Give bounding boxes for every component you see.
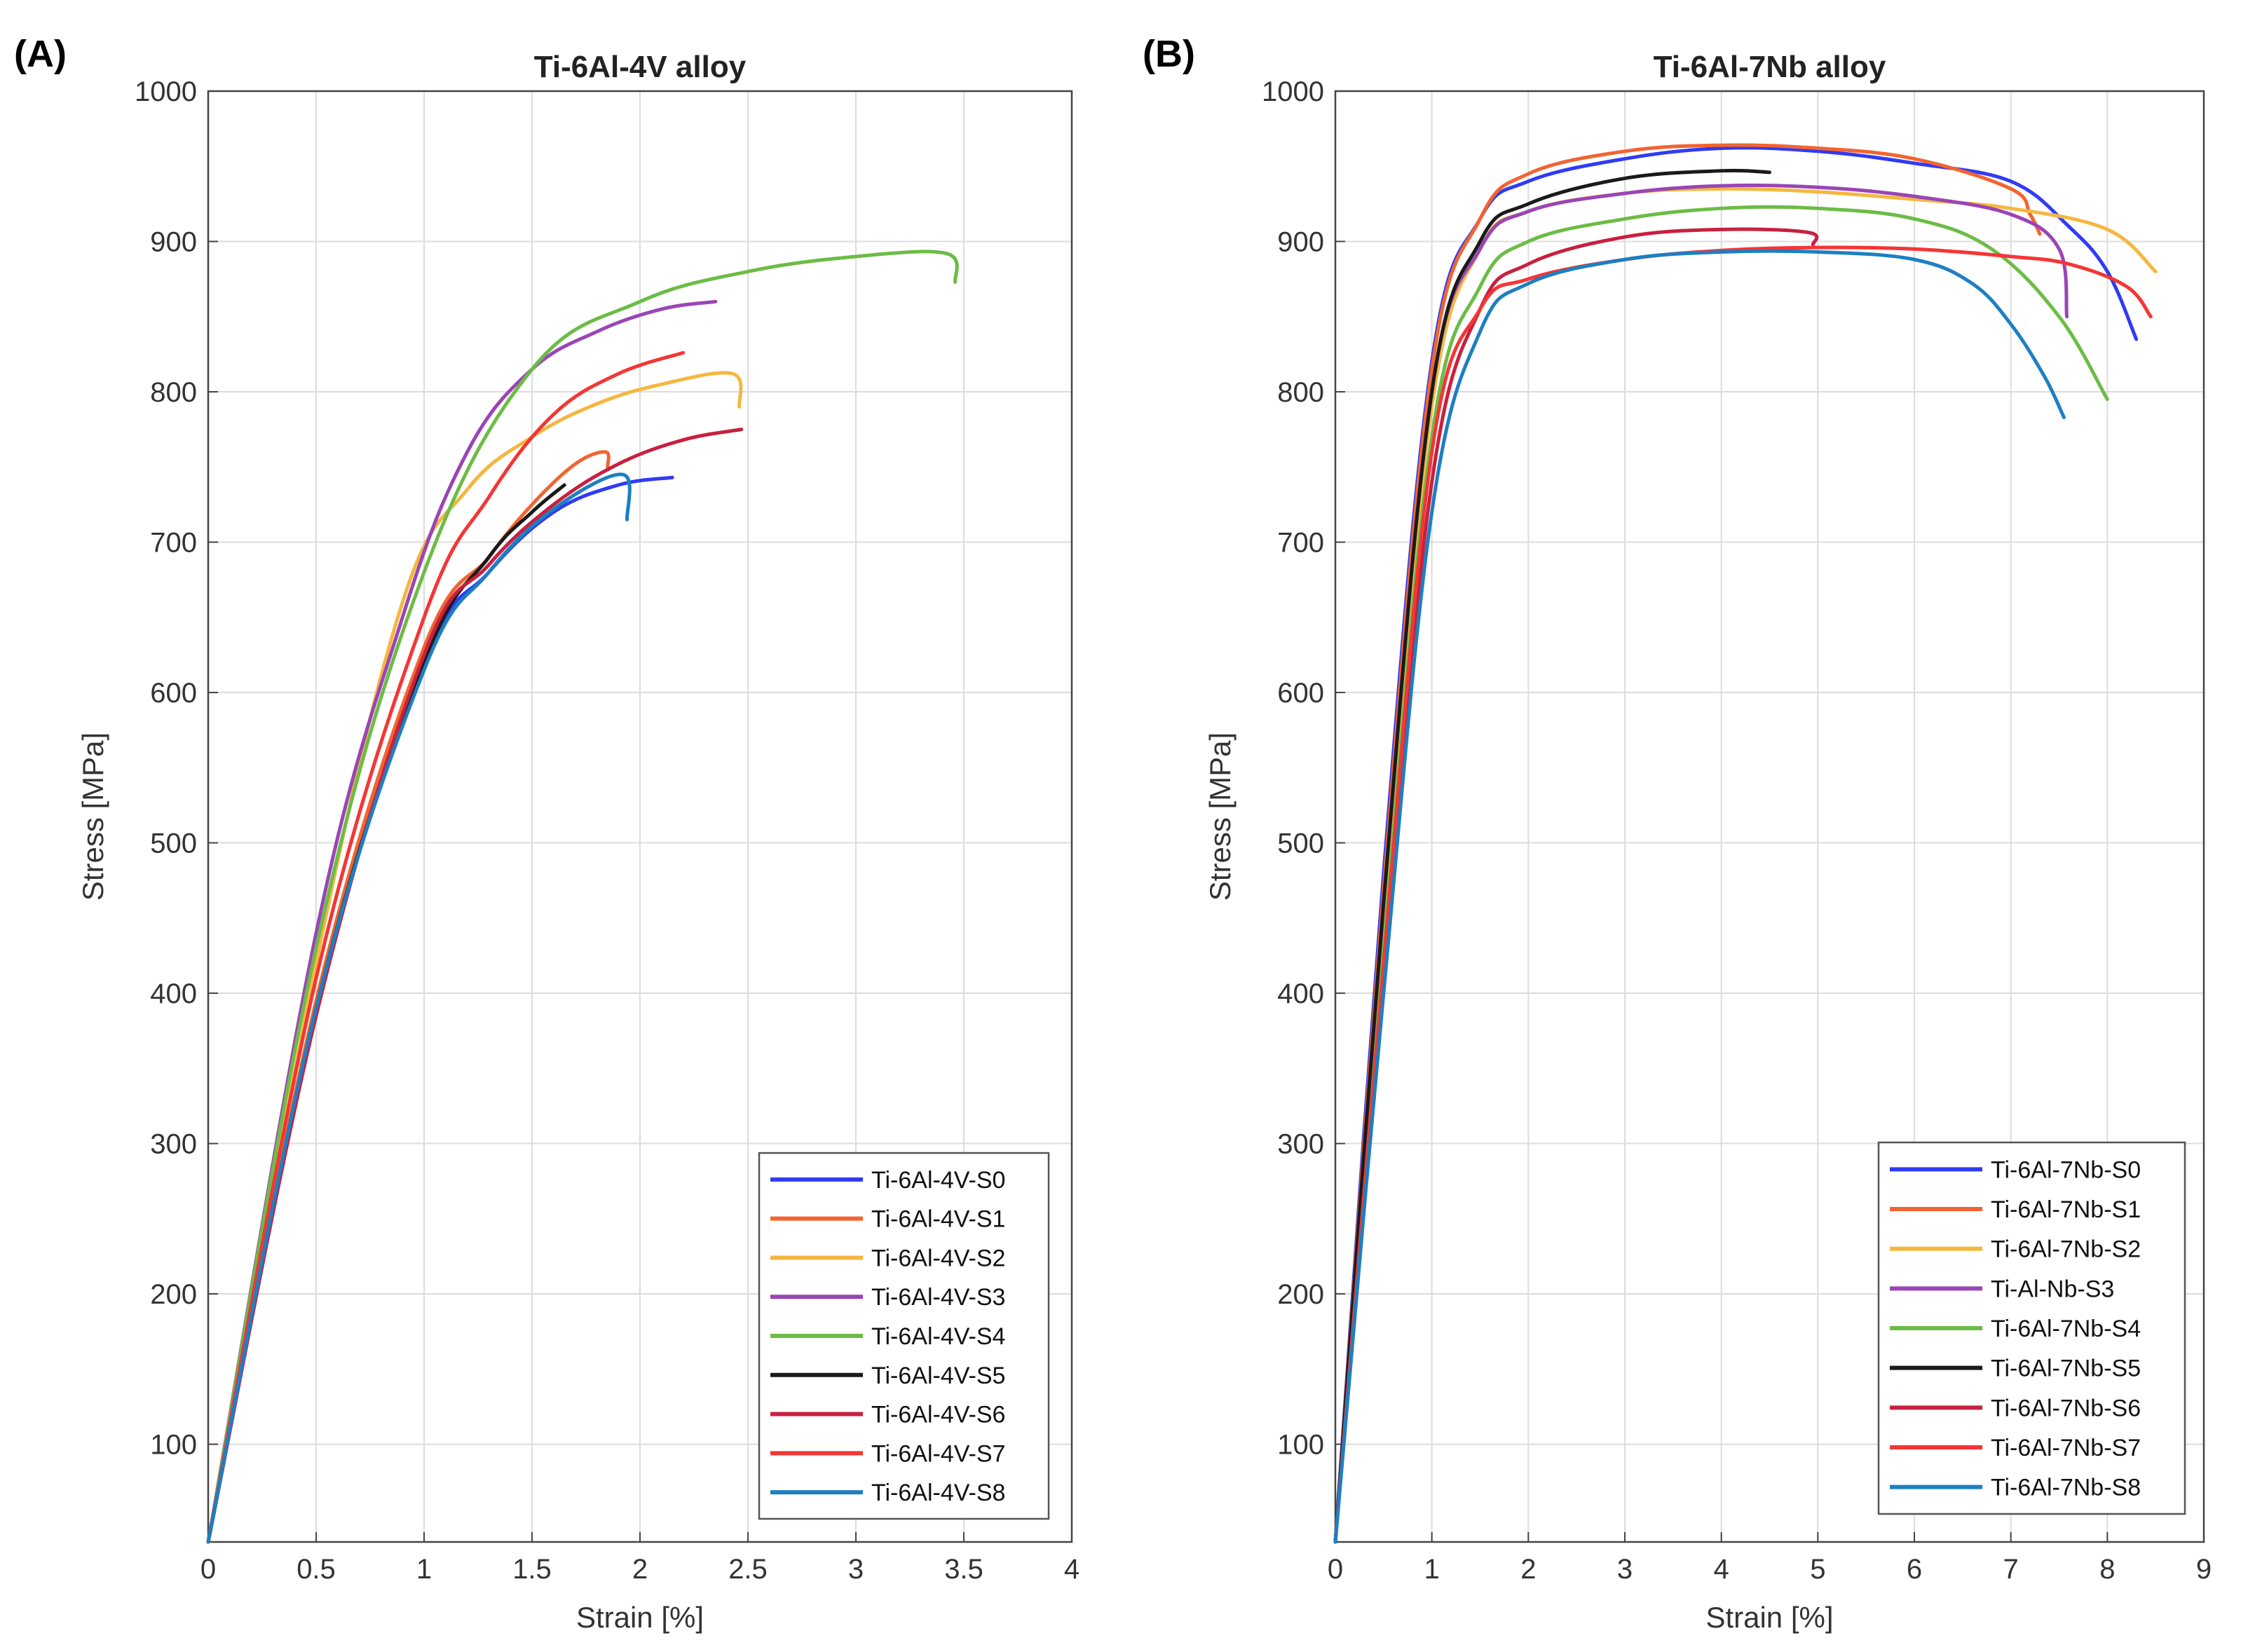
series-line-ti-6al-4v-s8	[206, 472, 632, 1544]
legend-entry: Ti-6Al-7Nb-S2	[1991, 1236, 2141, 1263]
y-tick-label: 800	[150, 377, 197, 408]
legend-entry: Ti-6Al-4V-S2	[871, 1245, 1005, 1271]
x-tick-label: 1.5	[512, 1554, 552, 1585]
panel-label: (B)	[1143, 33, 1195, 75]
y-tick-label: 500	[1277, 828, 1324, 859]
chart-panel-1: 0 1 2 3 4 5 6 7 8 9 100 200 300 400 500 600 700 800 900 100…	[1143, 33, 2212, 1634]
y-tick-label: 900	[150, 227, 197, 258]
y-tick-label: 600	[150, 678, 197, 709]
x-tick-label: 0	[200, 1554, 216, 1585]
legend-entry: Ti-6Al-7Nb-S4	[1991, 1316, 2141, 1342]
axes-frame	[1334, 90, 2205, 1543]
series-line-ti-6al-7nb-s5	[1333, 168, 1771, 1544]
y-tick-label: 200	[1277, 1279, 1324, 1310]
x-tick-label: 3	[1617, 1554, 1633, 1585]
legend-entry: Ti-6Al-4V-S5	[871, 1363, 1005, 1389]
legend-entry: Ti-6Al-4V-S1	[871, 1206, 1005, 1233]
legend-entry: Ti-6Al-4V-S7	[871, 1440, 1005, 1467]
x-tick-label: 7	[2003, 1554, 2019, 1585]
x-tick-label: 2	[632, 1554, 648, 1585]
y-tick-label: 200	[150, 1279, 197, 1310]
legend-entry: Ti-6Al-7Nb-S5	[1991, 1356, 2141, 1382]
legend-entry: Ti-6Al-4V-S3	[871, 1284, 1005, 1311]
series-group	[206, 250, 959, 1544]
x-tick-label: 3.5	[944, 1554, 983, 1585]
x-tick-label: 2	[1520, 1554, 1536, 1585]
legend-entry: Ti-6Al-7Nb-S0	[1991, 1156, 2141, 1183]
legend-entry: Ti-6Al-7Nb-S8	[1991, 1475, 2141, 1501]
legend: Ti-6Al-7Nb-S0 Ti-6Al-7Nb-S1 Ti-6Al-7Nb-S2 T…	[1877, 1141, 2186, 1515]
y-tick-label: 1000	[135, 76, 197, 107]
legend-entry: Ti-6Al-4V-S0	[871, 1167, 1005, 1194]
y-tick-label: 700	[1277, 528, 1324, 559]
legend-entry: Ti-6Al-4V-S8	[871, 1480, 1005, 1506]
legend-entry: Ti-6Al-4V-S6	[871, 1402, 1005, 1428]
legend: Ti-6Al-4V-S0 Ti-6Al-4V-S1 Ti-6Al-4V-S2 Ti-6…	[758, 1152, 1050, 1520]
y-tick-label: 600	[1277, 678, 1324, 709]
series-line-ti-6al-4v-s4	[206, 250, 959, 1544]
y-tick-label: 500	[150, 828, 197, 859]
x-tick-label: 5	[1810, 1554, 1825, 1585]
legend-entry: Ti-6Al-7Nb-S1	[1991, 1196, 2141, 1223]
x-tick-label: 4	[1064, 1554, 1079, 1585]
legend-entry: Ti-Al-Nb-S3	[1991, 1276, 2114, 1302]
y-tick-label: 300	[150, 1129, 197, 1160]
x-axis-label: Strain [%]	[1705, 1601, 1833, 1634]
legend-entry: Ti-6Al-7Nb-S7	[1991, 1435, 2141, 1461]
y-tick-label: 800	[1277, 377, 1324, 408]
y-tick-label: 400	[150, 978, 197, 1009]
x-tick-label: 8	[2099, 1554, 2115, 1585]
y-axis-label: Stress [MPa]	[76, 732, 109, 901]
x-tick-label: 9	[2196, 1554, 2212, 1585]
x-tick-label: 0	[1328, 1554, 1343, 1585]
y-tick-label: 700	[150, 528, 197, 559]
chart-title: Ti-6Al-4V alloy	[534, 50, 747, 84]
x-tick-label: 1	[416, 1554, 432, 1585]
y-tick-label: 100	[1277, 1430, 1324, 1461]
y-axis-label: Stress [MPa]	[1204, 732, 1237, 901]
x-tick-label: 6	[1907, 1554, 1922, 1585]
series-line-ti-6al-7nb-s8	[1333, 249, 2066, 1544]
legend-entry: Ti-6Al-7Nb-S6	[1991, 1395, 2141, 1421]
x-tick-label: 2.5	[728, 1554, 768, 1585]
chart-panel-0: 0 0.5 1 1.5 2 2.5 3 3.5 4 100 200 300 400 500 600 700 80…	[14, 33, 1079, 1634]
y-tick-label: 100	[150, 1430, 197, 1461]
y-tick-label: 1000	[1262, 76, 1324, 107]
y-tick-label: 300	[1277, 1129, 1324, 1160]
x-tick-label: 3	[848, 1554, 864, 1585]
chart-title: Ti-6Al-7Nb alloy	[1654, 50, 1886, 84]
x-axis-label: Strain [%]	[576, 1601, 704, 1634]
legend-entry: Ti-6Al-4V-S4	[871, 1323, 1005, 1350]
x-tick-label: 4	[1714, 1554, 1729, 1585]
x-tick-label: 1	[1424, 1554, 1440, 1585]
y-tick-label: 400	[1277, 978, 1324, 1009]
series-line-ti-6al-4v-s7	[206, 350, 686, 1544]
panel-label: (A)	[14, 33, 67, 75]
series-group	[1333, 143, 2158, 1544]
x-tick-label: 0.5	[297, 1554, 336, 1585]
y-tick-label: 900	[1277, 227, 1324, 258]
